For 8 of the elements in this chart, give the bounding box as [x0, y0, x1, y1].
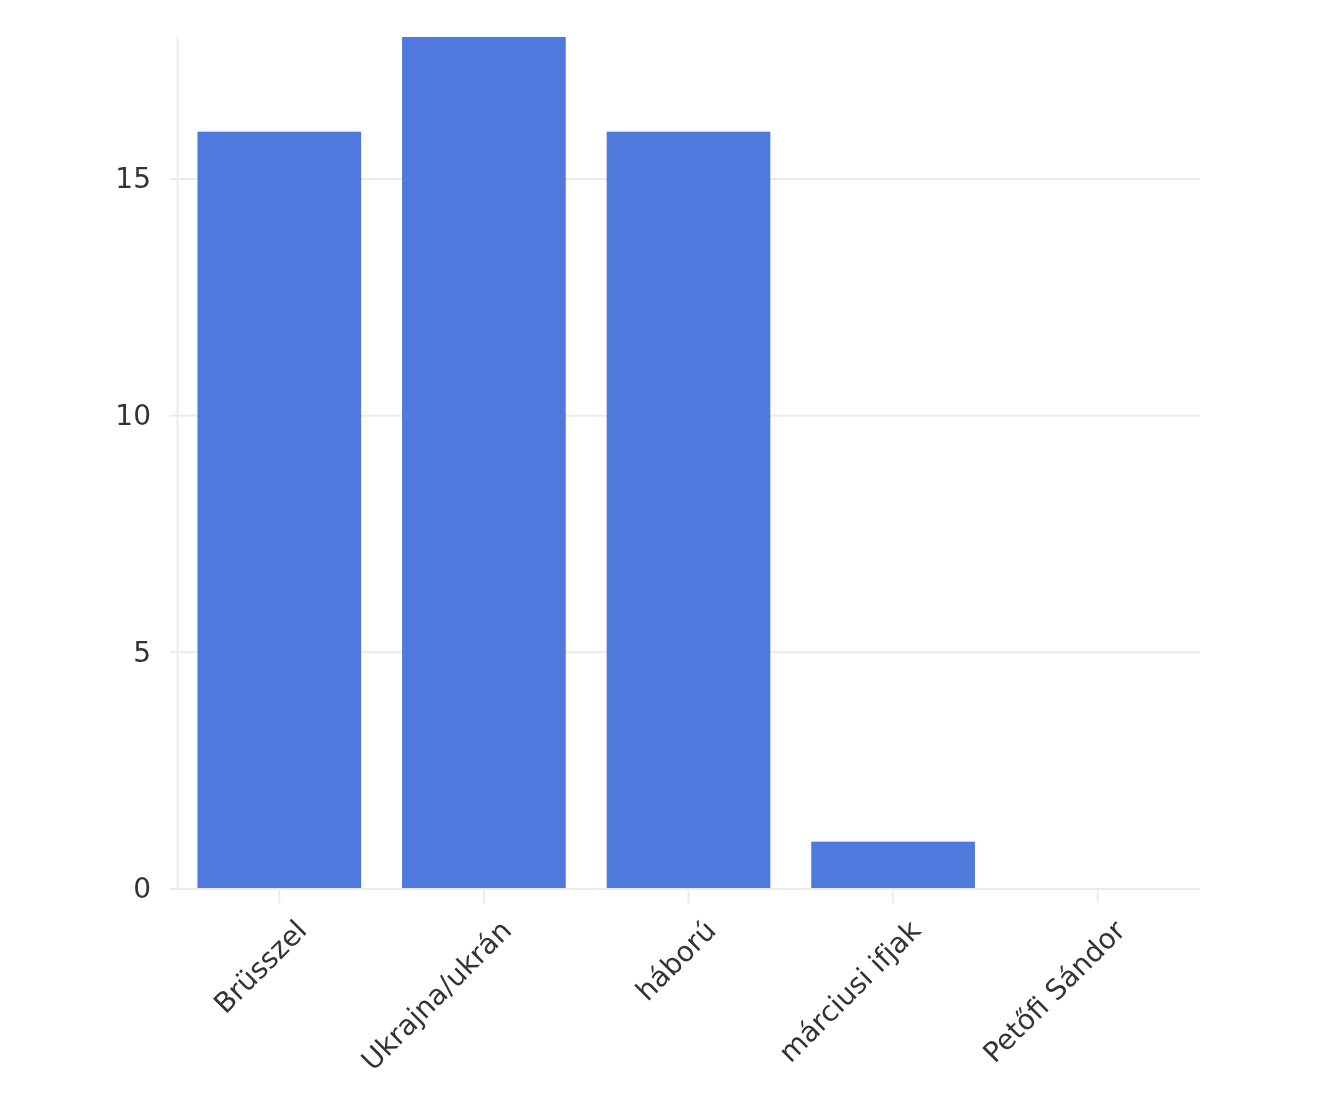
bar — [606, 131, 771, 889]
y-tick-label: 5 — [133, 635, 151, 669]
y-tick-label: 10 — [115, 399, 151, 433]
y-tick-label: 0 — [133, 872, 151, 906]
bar — [811, 841, 975, 889]
y-tick-label: 15 — [115, 162, 151, 196]
bar — [402, 37, 566, 889]
bar — [197, 131, 362, 889]
